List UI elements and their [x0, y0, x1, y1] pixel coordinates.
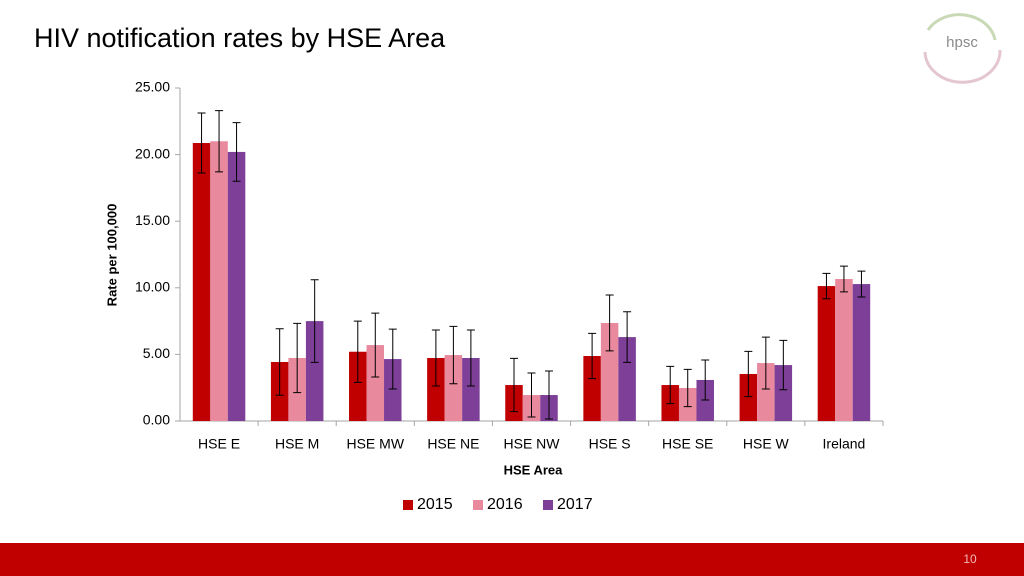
error-bar [275, 328, 284, 396]
error-bar [371, 312, 380, 378]
error-bar [857, 270, 866, 298]
bar [366, 345, 385, 421]
x-tick-label: HSE W [743, 436, 790, 452]
legend-label: 2016 [487, 496, 523, 513]
error-bar [510, 357, 518, 413]
slide-title: HIV notification rates by HSE Area [34, 23, 446, 53]
bar [739, 373, 758, 421]
error-bar [388, 328, 397, 390]
error-bar [466, 329, 475, 387]
legend-swatch [543, 500, 553, 510]
legend-swatch [403, 500, 413, 510]
error-bar [779, 339, 788, 391]
x-tick-label: HSE NE [427, 436, 479, 452]
error-bar [545, 370, 553, 420]
error-bar [839, 265, 848, 293]
x-tick-label: HSE SE [662, 436, 713, 452]
legend-label: 2015 [417, 496, 453, 513]
bar [600, 322, 619, 421]
error-bar [623, 311, 632, 363]
error-bar [431, 329, 440, 387]
logo-swirl [926, 13, 997, 41]
legend-label: 2017 [557, 496, 593, 513]
error-bar [232, 122, 241, 182]
error-bar [666, 365, 675, 405]
error-bar [449, 325, 458, 385]
bar [192, 143, 211, 421]
x-tick-label: HSE M [275, 436, 319, 452]
error-bar [310, 279, 319, 363]
bar [427, 357, 445, 421]
bar [384, 359, 402, 421]
bar [444, 355, 463, 421]
y-axis-title: Rate per 100,000 [104, 204, 119, 307]
legend-swatch [473, 500, 483, 510]
bar [349, 351, 367, 421]
bar [305, 321, 324, 421]
bar [852, 284, 871, 421]
error-bar [197, 112, 206, 174]
error-bar [822, 272, 831, 300]
logo: hpsc [923, 13, 1002, 84]
footer-band [0, 543, 1024, 576]
y-tick-label: 25.00 [135, 79, 170, 95]
error-bar [215, 110, 224, 173]
bar [583, 355, 601, 421]
y-tick-label: 0.00 [143, 412, 170, 428]
x-tick-label: Ireland [823, 436, 866, 452]
bar [774, 365, 793, 421]
page-number: 10 [963, 552, 977, 566]
y-tick-label: 15.00 [135, 212, 170, 228]
logo-text: hpsc [946, 34, 978, 51]
bar [227, 151, 246, 421]
y-tick-label: 5.00 [143, 345, 170, 361]
error-bar [761, 336, 770, 390]
bar [210, 141, 228, 421]
x-tick-label: HSE NW [504, 436, 561, 452]
x-axis-title: HSE Area [504, 462, 564, 477]
bar [618, 337, 636, 421]
x-tick-label: HSE E [198, 436, 240, 452]
x-tick-label: HSE MW [346, 436, 404, 452]
error-bar [527, 372, 536, 418]
logo-swirl [923, 49, 1002, 84]
x-tick-label: HSE S [589, 436, 631, 452]
bar [835, 279, 853, 421]
y-tick-label: 10.00 [135, 279, 170, 295]
error-bar [353, 320, 362, 383]
error-bar [588, 332, 597, 380]
error-bar [744, 350, 753, 398]
bar [462, 357, 480, 421]
error-bar [701, 359, 710, 401]
error-bar [293, 322, 302, 394]
bar [817, 286, 836, 421]
error-bar [605, 294, 614, 352]
bar [757, 363, 775, 421]
y-tick-label: 20.00 [135, 145, 170, 161]
bar [696, 379, 714, 421]
error-bar [683, 368, 692, 408]
